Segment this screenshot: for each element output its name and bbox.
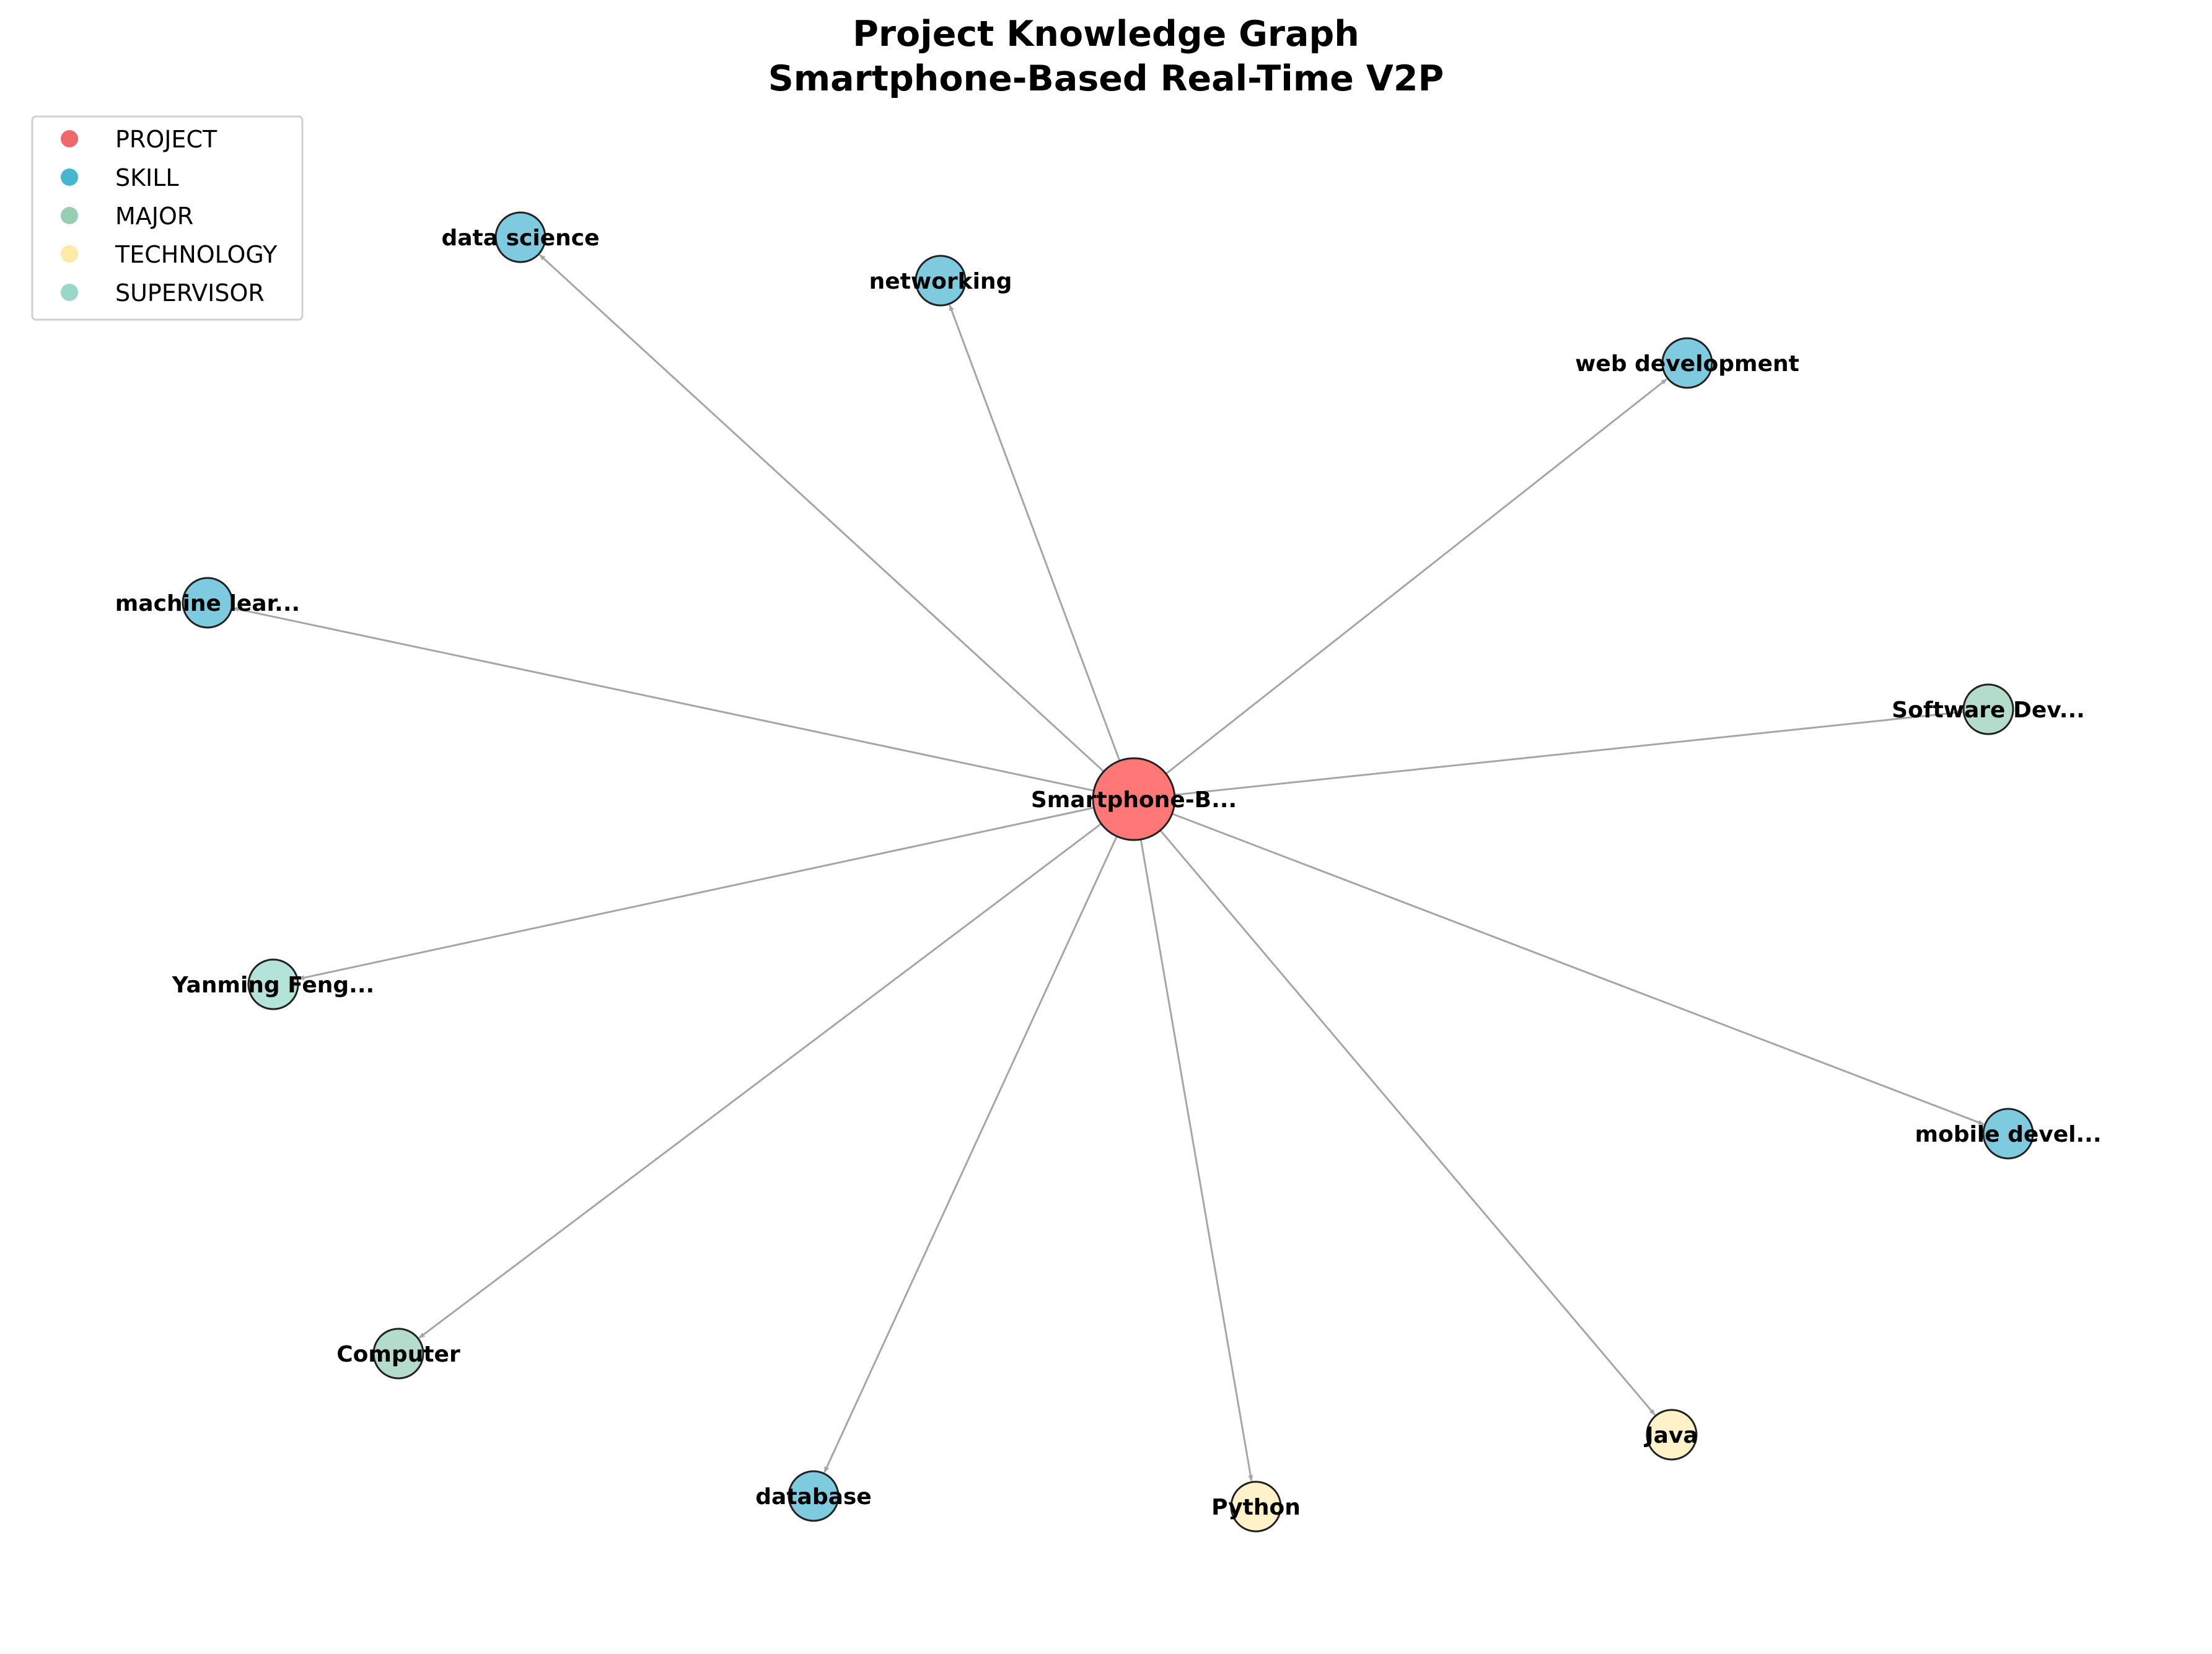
- edge: [949, 304, 1121, 761]
- project-node[interactable]: [1092, 757, 1176, 841]
- skill-node[interactable]: [1661, 337, 1713, 389]
- supervisor-node[interactable]: [247, 958, 299, 1010]
- edge: [1165, 378, 1667, 775]
- node-label: Java: [1643, 1423, 1698, 1448]
- node-label: Computer: [336, 1342, 460, 1367]
- technology-node[interactable]: [1646, 1409, 1698, 1461]
- legend-marker: [61, 284, 78, 301]
- node-label: Software Dev...: [1892, 698, 2085, 723]
- legend-marker: [61, 130, 78, 147]
- legend-items: PROJECT SKILL MAJOR TECHNOLOGY SUPERVISOR: [61, 126, 278, 307]
- project-node-label: Smartphone-B...: [1031, 787, 1237, 813]
- skill-node[interactable]: [1982, 1108, 2034, 1160]
- legend-marker: [61, 207, 78, 224]
- node-label: mobile devel...: [1915, 1122, 2101, 1147]
- node-label: web development: [1575, 351, 1799, 377]
- skill-node[interactable]: [788, 1470, 840, 1522]
- legend-label: SKILL: [115, 164, 179, 191]
- nodes-layer: Smartphone-B... data science networking web…: [115, 211, 2102, 1533]
- edges-layer: [232, 254, 1985, 1482]
- skill-node[interactable]: [494, 211, 546, 263]
- edge: [298, 807, 1094, 981]
- edge: [1172, 813, 1985, 1126]
- major-node[interactable]: [372, 1328, 424, 1380]
- legend-box: [31, 115, 304, 321]
- node-label: networking: [869, 269, 1012, 294]
- legend-marker: [61, 245, 78, 263]
- node-label: database: [755, 1484, 871, 1510]
- edge: [823, 836, 1118, 1473]
- node-label: data science: [441, 225, 599, 251]
- graph-title-line1: Project Knowledge Graph: [853, 14, 1359, 55]
- graph-title-line2: Smartphone-Based Real-Time V2P: [768, 58, 1444, 99]
- edge: [1174, 710, 1964, 796]
- skill-node[interactable]: [182, 577, 234, 629]
- legend-label: PROJECT: [115, 126, 217, 153]
- technology-node[interactable]: [1230, 1481, 1282, 1533]
- node-label: Yanming Feng...: [172, 973, 374, 998]
- edge: [1159, 829, 1656, 1416]
- legend-marker: [61, 168, 78, 186]
- major-node[interactable]: [1962, 683, 2014, 735]
- edge: [538, 254, 1105, 772]
- node-label: Python: [1211, 1495, 1301, 1520]
- skill-node[interactable]: [915, 255, 967, 307]
- edge: [418, 823, 1102, 1339]
- node-label: machine lear...: [115, 591, 300, 616]
- legend-label: TECHNOLOGY: [115, 241, 278, 268]
- edge: [1139, 839, 1253, 1482]
- legend-label: MAJOR: [115, 203, 193, 230]
- legend-label: SUPERVISOR: [115, 279, 265, 307]
- edge: [232, 606, 1094, 792]
- legend: PROJECT SKILL MAJOR TECHNOLOGY SUPERVISOR: [31, 115, 304, 321]
